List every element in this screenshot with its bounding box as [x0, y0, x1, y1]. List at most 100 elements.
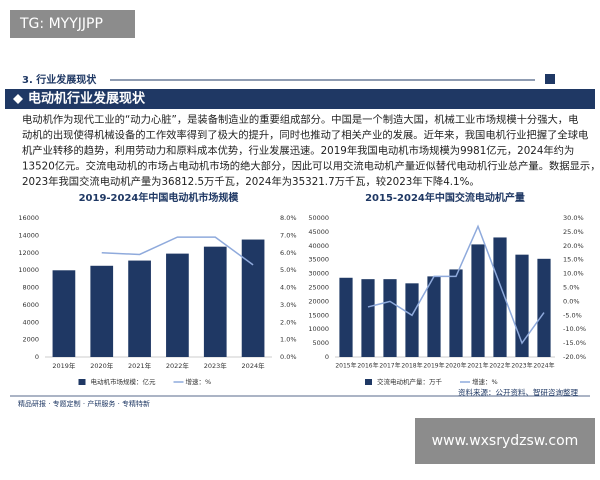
bar	[166, 253, 189, 357]
y-tick-label: 45000	[308, 228, 329, 236]
source: 资料来源：公开资料、智研咨询整理	[458, 387, 578, 397]
x-tick-label: 2022年	[489, 362, 510, 370]
bar	[361, 279, 375, 357]
logo-icon	[545, 74, 555, 84]
x-tick-label: 2021年	[467, 362, 488, 370]
y2-tick-label: 7.0%	[280, 231, 297, 239]
x-tick-label: 2020年	[90, 361, 114, 370]
y2-tick-label: -5.0%	[563, 311, 582, 319]
charts: 2019-2024年中国电动机市场规模 0 2000 4000 6000 8000 1000…	[18, 191, 586, 386]
chart-title: 2015-2024年中国交流电动机产量	[365, 191, 525, 204]
bar	[405, 283, 419, 357]
x-tick-label: 2022年	[166, 361, 190, 370]
x-tick-label: 2023年	[511, 362, 532, 370]
y-tick-label: 16000	[18, 214, 39, 222]
y2-tick-label: -20.0%	[563, 353, 586, 361]
y2-tick-label: 0.0%	[563, 297, 580, 305]
y-tick-label: 25000	[308, 284, 329, 292]
bar	[537, 258, 551, 357]
bar	[493, 237, 507, 357]
heading-banner	[5, 89, 595, 109]
y-tick-label: 0	[325, 353, 329, 361]
body-line: 电动机作为现代工业的“动力心脏”，是装备制造业的重要组成部分。中国是一个制造大国…	[22, 113, 578, 126]
x-tick-label: 2020年	[445, 362, 466, 370]
y2-tick-label: 25.0%	[563, 228, 584, 236]
chart-title: 2019-2024年中国电动机市场规模	[79, 191, 240, 204]
x-tick-label: 2023年	[204, 361, 228, 370]
y-tick-label: 5000	[312, 339, 329, 347]
y2-tick-label: 4.0%	[280, 284, 297, 292]
x-tick-label: 2017年	[379, 362, 400, 370]
body-text: 电动机作为现代工业的“动力心脏”，是装备制造业的重要组成部分。中国是一个制造大国…	[22, 113, 600, 188]
watermark-text: www.wxsrydzsw.com	[432, 433, 579, 449]
legend-label: 交流电动机产量：万千	[377, 377, 443, 386]
y-tick-label: 10000	[308, 325, 329, 333]
bar	[52, 270, 76, 357]
y-tick-label: 50000	[308, 214, 329, 222]
x-tick-label: 2024年	[242, 361, 266, 370]
y2-tick-label: 30.0%	[563, 214, 584, 222]
y2-tick-label: 3.0%	[280, 301, 297, 309]
bar	[203, 246, 227, 357]
bar	[383, 279, 397, 357]
y-tick-label: 30000	[308, 270, 329, 278]
bar	[339, 277, 353, 357]
footer-left: 精品研报 · 专题定制 · 产研服务 · 专精特新	[18, 399, 150, 408]
y2-tick-label: 0.0%	[280, 353, 297, 361]
watermark-box	[10, 10, 135, 38]
watermark-text: TG: MYYJJPP	[19, 16, 103, 32]
y-tick-label: 4000	[22, 318, 39, 326]
y-tick-label: 10000	[18, 266, 39, 274]
bar	[515, 254, 529, 357]
y-tick-label: 35000	[308, 256, 329, 264]
y-tick-label: 40000	[308, 242, 329, 250]
y-tick-label: 6000	[22, 301, 39, 309]
legend-label: 增速：%	[472, 377, 498, 386]
y-tick-label: 20000	[308, 297, 329, 305]
heading: 电动机行业发展现状	[28, 91, 146, 107]
x-tick-label: 2018年	[401, 362, 422, 370]
y2-tick-label: 6.0%	[280, 249, 297, 257]
y-tick-label: 12000	[18, 249, 39, 257]
x-tick-label: 2016年	[357, 362, 378, 370]
y2-tick-label: 10.0%	[563, 270, 584, 278]
legend-swatch	[78, 379, 86, 385]
y-tick-label: 8000	[22, 284, 39, 292]
y2-tick-label: 15.0%	[563, 256, 584, 264]
line	[367, 224, 545, 345]
body-line: 动机的出现使得机械设备的工作效率得到了极大的提升，同时也推动了相关产业的发展。近…	[22, 129, 588, 142]
legend-label: 电动机市场规模：亿元	[91, 377, 157, 386]
bar	[427, 276, 441, 357]
bar	[241, 239, 265, 357]
x-tick-label: 2015年	[335, 362, 356, 370]
legend-label: 增速：%	[186, 377, 212, 386]
body-line: 2023年我国交流电动机产量为36812.5万千瓦，2024年为35321.7万…	[22, 175, 480, 188]
bar	[90, 265, 114, 357]
y-tick-label: 0	[35, 353, 39, 361]
bar	[471, 244, 485, 357]
heading-icon	[13, 94, 23, 104]
legend-swatch	[365, 379, 372, 385]
y-tick-label: 14000	[18, 231, 39, 239]
y2-tick-label: 20.0%	[563, 242, 584, 250]
line	[101, 236, 254, 266]
body-line: 13520亿元。交流电动机的市场占电动机市场的绝大部分，因此可以用交流电动机产量…	[22, 160, 600, 173]
y-tick-label: 15000	[308, 311, 329, 319]
y2-tick-label: 2.0%	[280, 318, 297, 326]
bar	[449, 269, 463, 357]
y2-tick-label: 1.0%	[280, 336, 297, 344]
x-tick-label: 2019年	[52, 361, 76, 370]
x-tick-label: 2024年	[533, 362, 554, 370]
body-line: 机产业转移的趋势，利用劳动力和原料成本优势，行业发展迅速。2019年我国电动机市…	[22, 144, 574, 157]
section-title: 3. 行业发展现状	[22, 73, 97, 86]
y2-tick-label: -10.0%	[563, 325, 586, 333]
x-tick-label: 2021年	[128, 361, 152, 370]
y2-tick-label: 5.0%	[280, 266, 297, 274]
watermark-box	[415, 418, 595, 464]
bar	[128, 260, 151, 357]
x-tick-label: 2019年	[423, 362, 444, 370]
y2-tick-label: 8.0%	[280, 214, 297, 222]
